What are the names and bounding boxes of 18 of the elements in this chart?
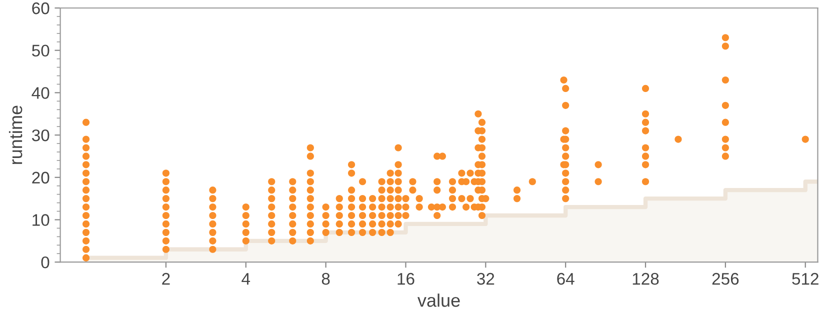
x-tick-label: 8	[322, 272, 330, 285]
y-tick-label: 50	[32, 44, 50, 57]
y-tick-label: 30	[32, 129, 50, 142]
y-axis-title: runtime	[8, 106, 22, 164]
y-tick-label: 40	[32, 87, 50, 99]
x-tick-label: 32	[477, 272, 494, 285]
x-tick-label: 2	[162, 272, 170, 285]
x-tick-label: 16	[398, 272, 414, 285]
x-tick-label: 256	[712, 272, 739, 285]
y-tick-label: 0	[41, 256, 50, 268]
x-tick-label: 4	[242, 273, 250, 285]
x-tick-label: 64	[557, 272, 574, 285]
x-axis-title: value	[418, 294, 460, 307]
y-tick-label: 10	[32, 214, 50, 226]
x-tick-label: 512	[792, 272, 818, 285]
x-tick-label: 128	[632, 272, 659, 285]
y-tick-label: 60	[32, 2, 50, 14]
y-tick-label: 20	[32, 172, 50, 184]
